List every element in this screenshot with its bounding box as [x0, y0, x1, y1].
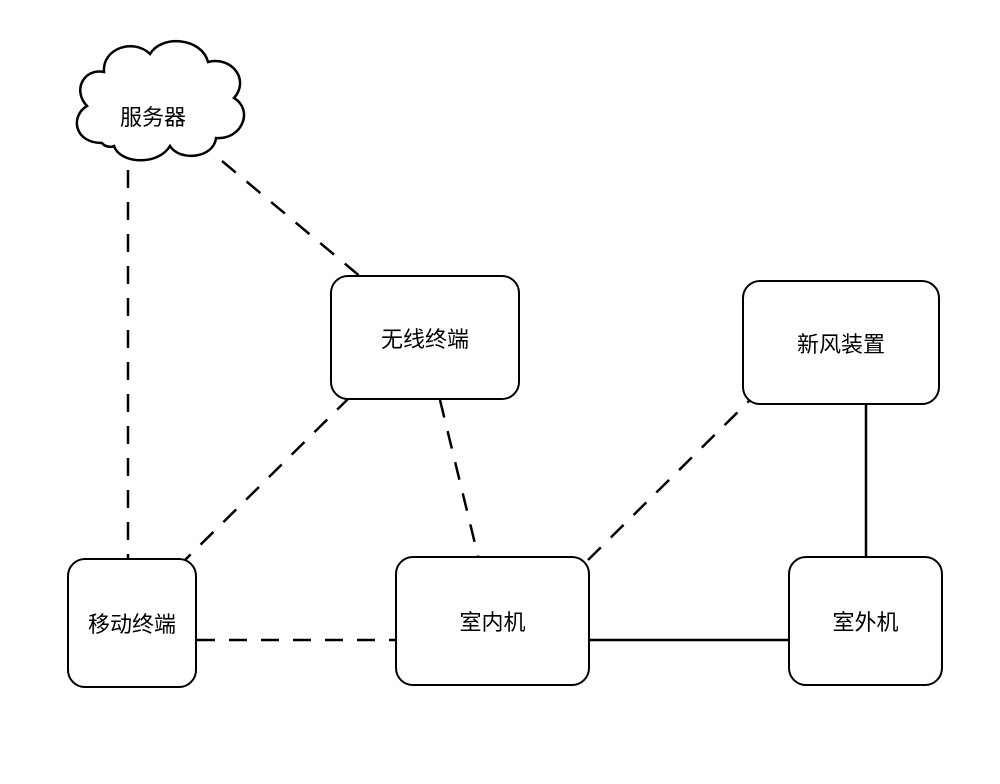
- indoor-unit-node: 室内机: [395, 556, 590, 686]
- wireless-terminal-label: 无线终端: [381, 322, 469, 354]
- wireless-terminal-node: 无线终端: [330, 275, 520, 400]
- indoor-unit-label: 室内机: [459, 605, 525, 637]
- outdoor-unit-node: 室外机: [788, 556, 943, 686]
- server-cloud: [62, 28, 252, 168]
- fresh-air-label: 新风装置: [797, 327, 885, 359]
- edge-wireless-mobile: [185, 397, 350, 560]
- edge-indoor-freshair: [588, 400, 750, 560]
- mobile-terminal-node: 移动终端: [67, 558, 197, 688]
- edge-wireless-indoor: [440, 400, 478, 556]
- server-label: 服务器: [120, 100, 186, 132]
- edge-server-wireless: [222, 161, 362, 278]
- fresh-air-node: 新风装置: [742, 280, 940, 405]
- mobile-terminal-label: 移动终端: [88, 607, 176, 639]
- diagram-canvas: 服务器 无线终端 新风装置 移动终端 室内机 室外机: [0, 0, 1000, 784]
- outdoor-unit-label: 室外机: [832, 605, 898, 637]
